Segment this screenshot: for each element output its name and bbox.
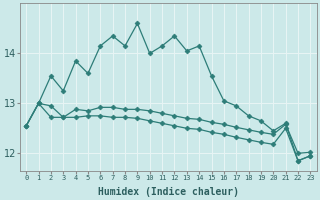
X-axis label: Humidex (Indice chaleur): Humidex (Indice chaleur) (98, 186, 239, 197)
